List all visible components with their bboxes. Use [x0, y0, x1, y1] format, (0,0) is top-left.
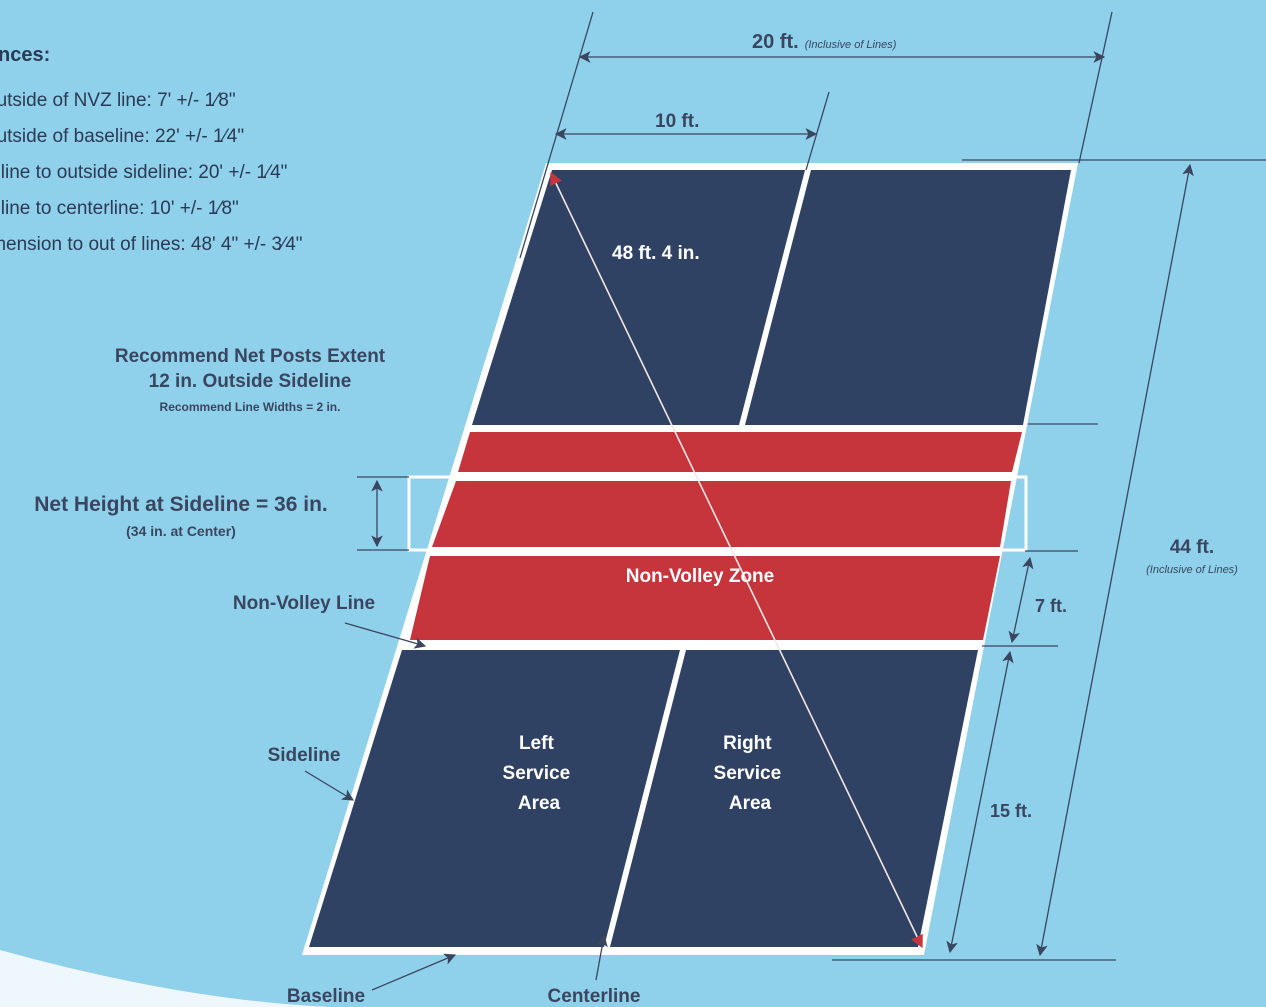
- net-height-dimension: [357, 476, 409, 551]
- spec-item: outside of NVZ line: 7' +/- 1⁄8": [0, 90, 236, 111]
- specs-list: outside of NVZ line: 7' +/- 1⁄8" outside…: [0, 88, 303, 268]
- half-width-extension: [805, 91, 830, 171]
- diagonal-arrow: [550, 171, 923, 949]
- left-service-line3: Area: [518, 793, 561, 814]
- spec-item: outside of baseline: 22' +/- 1⁄4": [0, 126, 245, 147]
- net-posts-line2: 12 in. Outside Sideline: [149, 371, 352, 392]
- spec-item: leline to outside sideline: 20' +/- 1⁄4": [0, 162, 288, 183]
- half-width-dimension: [554, 91, 830, 171]
- background-shading: [0, 950, 330, 1007]
- centerline-arrow: [595, 934, 608, 981]
- depth-dimensions: [946, 423, 1098, 954]
- nvz-depth-arrow: [1008, 556, 1034, 644]
- length-note: (Inclusive of Lines): [1146, 564, 1238, 576]
- net-height-label: Net Height at Sideline = 36 in.: [34, 493, 328, 516]
- diagonal-label: 48 ft. 4 in.: [612, 243, 700, 264]
- width-note: (Inclusive of Lines): [805, 39, 897, 51]
- right-service-line1: Right: [723, 733, 772, 754]
- width-label: 20 ft. (Inclusive of Lines): [752, 31, 897, 53]
- specs-title: nces:: [0, 44, 51, 66]
- width-extension-right: [1078, 11, 1113, 164]
- nvz-label: Non-Volley Zone: [626, 566, 774, 587]
- length-dimension: [832, 159, 1266, 961]
- width-main: 20 ft.: [752, 31, 799, 53]
- sideline-label: Sideline: [268, 745, 341, 766]
- half-width-label: 10 ft.: [655, 111, 699, 132]
- nvz-far-half: [458, 432, 1022, 472]
- non-volley-line-arrow: [344, 622, 427, 649]
- baseline-label: Baseline: [287, 986, 365, 1007]
- nvz-depth-label: 7 ft.: [1035, 596, 1067, 616]
- spec-item: imension to out of lines: 48' 4" +/- 3⁄4…: [0, 234, 303, 255]
- line-widths-label: Recommend Line Widths = 2 in.: [160, 400, 341, 414]
- length-arrow: [1036, 163, 1194, 957]
- centerline-label: Centerline: [548, 986, 641, 1007]
- net-height-sub: (34 in. at Center): [126, 523, 236, 539]
- right-service-label: Right Service Area: [714, 733, 787, 814]
- right-service-line2: Service: [714, 763, 782, 784]
- left-service-label: Left Service Area: [503, 733, 576, 814]
- left-service-line2: Service: [503, 763, 571, 784]
- baseline-arrow: [371, 953, 457, 991]
- left-service-line1: Left: [519, 733, 555, 754]
- sideline-arrow: [304, 770, 355, 801]
- spec-item: leline to centerline: 10' +/- 1⁄8": [0, 198, 239, 219]
- right-service-line3: Area: [729, 793, 772, 814]
- nvz-net-band: [432, 481, 1011, 547]
- service-depth-label: 15 ft.: [990, 801, 1032, 821]
- non-volley-line-label: Non-Volley Line: [233, 593, 375, 614]
- length-main: 44 ft.: [1170, 537, 1214, 558]
- net-posts-line1: Recommend Net Posts Extent: [115, 346, 386, 367]
- court: [302, 163, 1078, 955]
- service-depth-arrow: [946, 650, 1014, 954]
